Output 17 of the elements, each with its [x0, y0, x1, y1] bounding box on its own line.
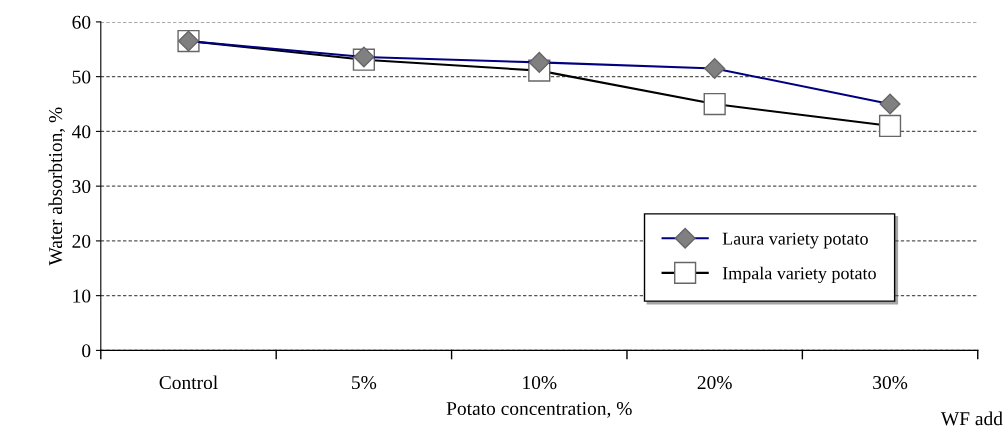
y-tick-label: 40: [72, 125, 91, 139]
y-tick-label: 60: [72, 15, 91, 29]
y-tick-label: 10: [73, 289, 91, 303]
y-axis-title: Water absorbtion, %: [48, 107, 65, 266]
y-tick-label: 50: [72, 70, 91, 84]
x-tick-label: 5%: [352, 375, 377, 390]
x-tick-label: Control: [159, 375, 218, 390]
text: WF add: [940, 411, 1003, 426]
legend-label: Impala variety potato: [722, 266, 876, 284]
x-tick-label: 10%: [523, 375, 557, 390]
legend-label: Laura variety potato: [722, 232, 868, 249]
y-tick-label: 0: [82, 344, 91, 358]
x-axis-title: Potato concentration, %: [446, 401, 632, 418]
y-tick-label: 20: [72, 234, 91, 248]
x-tick-label: 30%: [873, 375, 908, 390]
y-tick-label: 30: [72, 179, 91, 194]
x-tick-label: 20%: [697, 375, 732, 390]
